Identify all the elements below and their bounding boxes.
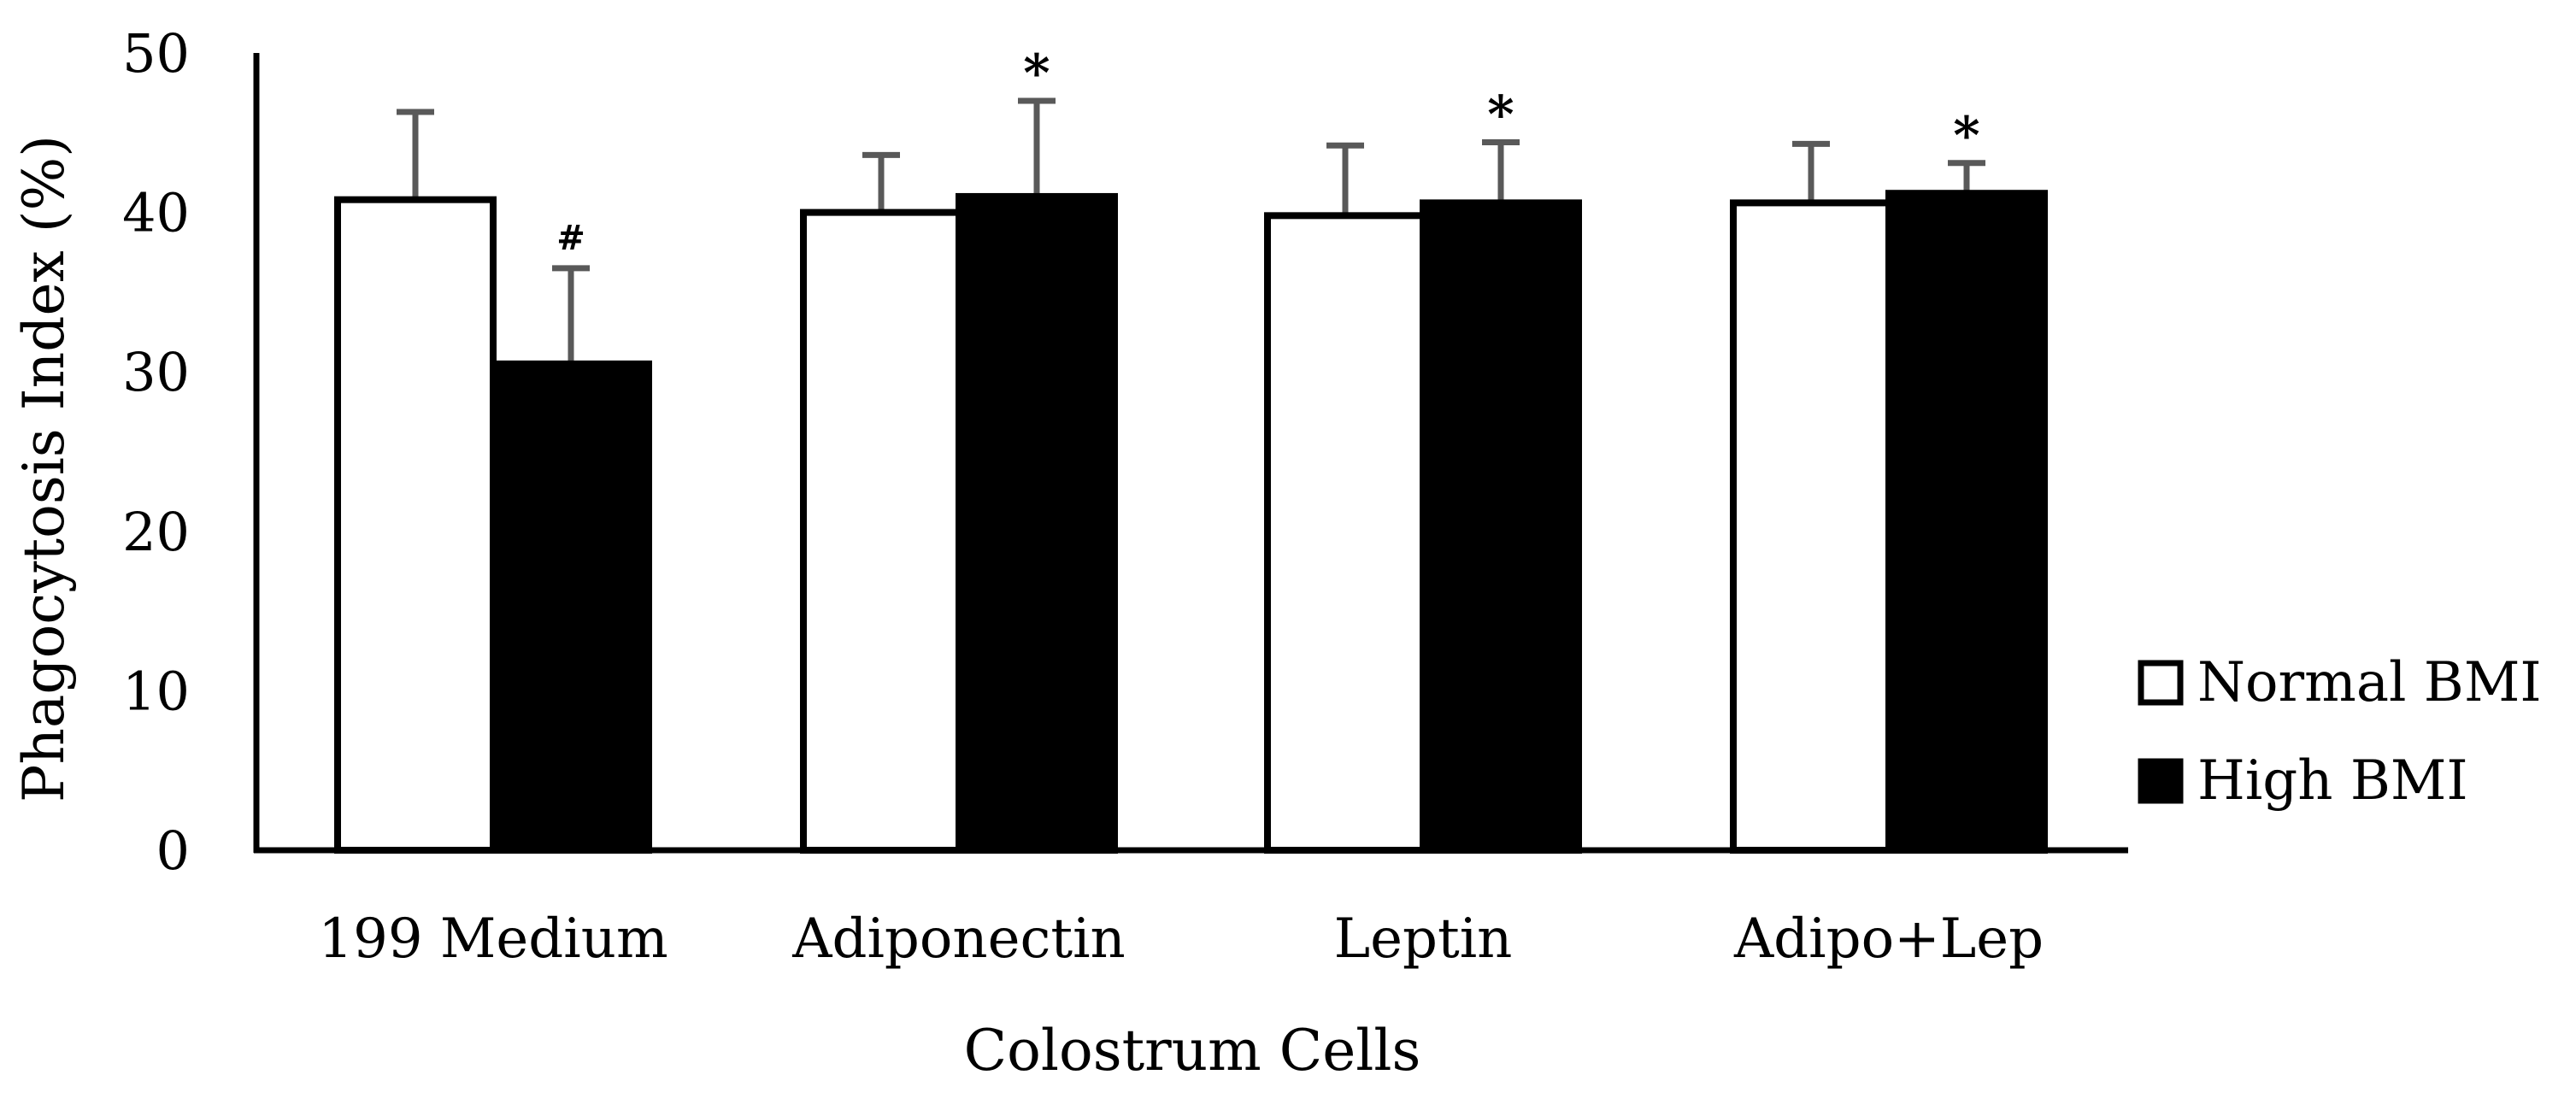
significance-marker-adiponectin: * xyxy=(1023,44,1050,103)
bar-adiponectin-high-bmi xyxy=(956,192,1118,854)
bar-leptin-normal-bmi xyxy=(1264,212,1426,855)
bar-adipo-lep-high-bmi xyxy=(1885,190,2048,854)
legend-item-high-bmi: High BMI xyxy=(2138,749,2468,813)
legend: Normal BMI High BMI xyxy=(2138,651,2542,813)
x-axis-title: Colostrum Cells xyxy=(964,1018,1421,1084)
error-bar-199-medium-high-bmi xyxy=(552,265,590,364)
significance-marker-leptin: * xyxy=(1487,85,1514,144)
y-tick-label: 40 xyxy=(122,182,190,244)
bar-layer xyxy=(334,190,2048,855)
error-bar-adipo-lep-normal-bmi xyxy=(1792,140,1830,203)
bar-leptin-high-bmi xyxy=(1420,199,1582,855)
error-bar-adipo-lep-high-bmi xyxy=(1948,160,1985,194)
legend-swatch-normal-bmi xyxy=(2138,660,2184,706)
error-bar-adiponectin-high-bmi xyxy=(1018,97,1056,197)
x-tick-label-leptin: Leptin xyxy=(1334,907,1513,971)
y-tick-label: 10 xyxy=(122,660,190,722)
y-axis-title: Phagocytosis Index (%) xyxy=(11,135,77,802)
x-tick-label-199-medium: 199 Medium xyxy=(318,907,668,971)
legend-item-normal-bmi: Normal BMI xyxy=(2138,651,2542,714)
bar-adipo-lep-normal-bmi xyxy=(1730,199,1892,855)
legend-swatch-high-bmi xyxy=(2138,758,2184,804)
significance-marker-adipo-lep: * xyxy=(1953,106,1979,166)
error-bar-199-medium-normal-bmi xyxy=(397,109,434,200)
y-tick-label: 50 xyxy=(122,22,190,85)
bar-199-medium-normal-bmi xyxy=(334,196,497,854)
legend-label-high-bmi: High BMI xyxy=(2197,749,2468,813)
significance-marker-199-medium: # xyxy=(556,218,585,258)
bar-adiponectin-normal-bmi xyxy=(800,208,962,855)
x-tick-label-adiponectin: Adiponectin xyxy=(791,907,1126,971)
error-bar-leptin-normal-bmi xyxy=(1326,142,1364,216)
error-bar-leptin-high-bmi xyxy=(1482,138,1520,203)
legend-label-normal-bmi: Normal BMI xyxy=(2197,651,2542,714)
bar-199-medium-high-bmi xyxy=(490,360,652,854)
x-tick-label-adipo-lep: Adipo+Lep xyxy=(1733,907,2044,971)
error-bar-layer xyxy=(397,97,1985,364)
axis-layer xyxy=(253,53,2128,854)
y-tick-label: 20 xyxy=(122,501,190,563)
error-bar-adiponectin-normal-bmi xyxy=(862,151,900,213)
y-tick-label: 30 xyxy=(122,341,190,403)
y-tick-label: 0 xyxy=(156,819,190,882)
label-layer: # * * * 0 10 20 30 40 50 199 Medium Adiponectin Lept… xyxy=(11,22,2044,1084)
